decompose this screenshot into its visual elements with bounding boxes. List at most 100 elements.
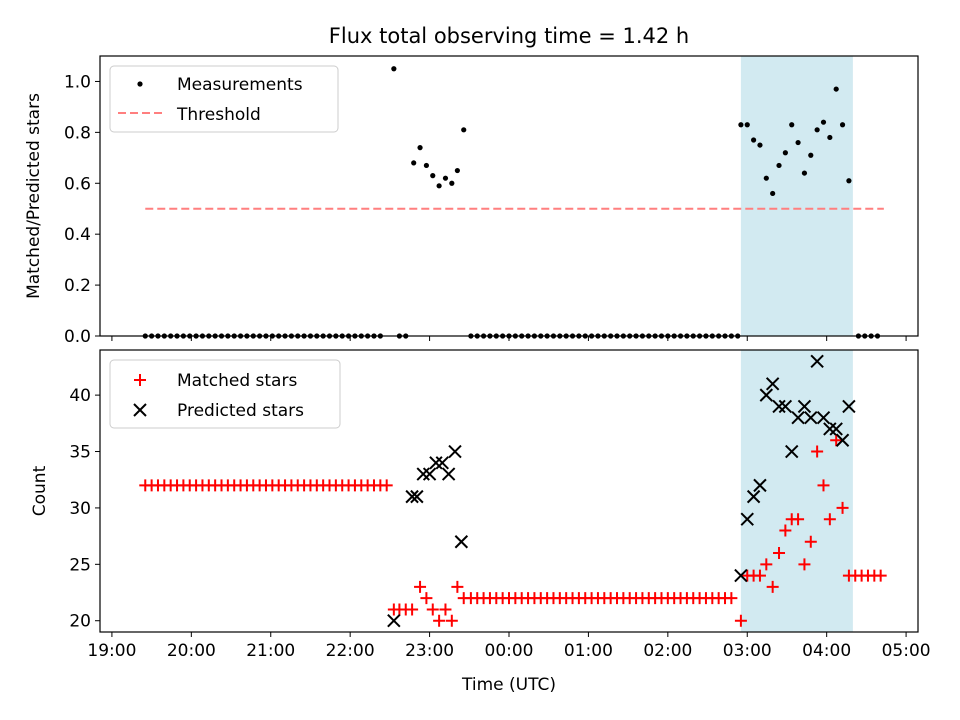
y-tick-label: 0.0 bbox=[64, 327, 91, 347]
measurement-point bbox=[417, 145, 423, 151]
predicted-star-point bbox=[765, 377, 780, 391]
predicted-star-point bbox=[810, 354, 824, 368]
x-tick-label: 05:00 bbox=[882, 641, 931, 661]
legend-box-count bbox=[109, 359, 341, 429]
x-tick-label: 01:00 bbox=[564, 641, 613, 661]
x-axis-label: Time (UTC) bbox=[461, 675, 556, 695]
predicted-star-point bbox=[746, 489, 761, 504]
matched-star-point bbox=[804, 535, 817, 548]
predicted-star-point bbox=[816, 410, 831, 425]
panel-count-frame bbox=[99, 349, 919, 633]
panel-ratio-legend: Measurements Threshold bbox=[109, 65, 339, 133]
predicted-star-point bbox=[454, 535, 469, 549]
predicted-star-point bbox=[791, 410, 805, 425]
panel-count-ylabel: Count bbox=[30, 465, 50, 516]
predicted-star-point bbox=[734, 568, 748, 583]
measurement-point bbox=[744, 122, 750, 128]
measurement-point bbox=[757, 142, 763, 148]
x-tick-label: 02:00 bbox=[643, 641, 692, 661]
panel-ratio-shaded-span bbox=[740, 56, 853, 336]
predicted-star-point bbox=[410, 489, 424, 504]
predicted-star-point bbox=[778, 399, 793, 414]
matched-star-point bbox=[830, 434, 843, 447]
panel-count-ticks: 19:00 20:00 21:00 22:00 23:00 00:00 01:00 02:00… bbox=[69, 386, 930, 661]
x-tick-label: 03:00 bbox=[723, 641, 772, 661]
legend-label-matched: Matched stars bbox=[177, 371, 297, 391]
matched-star-point bbox=[766, 580, 779, 593]
predicted-star-point bbox=[772, 399, 786, 414]
matched-star-point bbox=[420, 592, 433, 605]
predicted-star-point bbox=[829, 422, 843, 436]
matched-star-point bbox=[734, 614, 747, 627]
predicted-star-point bbox=[441, 467, 456, 481]
measurement-point bbox=[795, 139, 801, 146]
measurement-point bbox=[454, 167, 460, 174]
matched-star-point bbox=[439, 603, 452, 616]
matched-star-point bbox=[779, 524, 792, 537]
predicted-star-point bbox=[797, 399, 812, 414]
predicted-star-point bbox=[405, 489, 419, 504]
measurement-point bbox=[808, 152, 814, 158]
matched-star-point bbox=[414, 580, 427, 593]
predicted-star-point bbox=[835, 433, 850, 447]
predicted-star-point bbox=[785, 444, 799, 459]
panel-count-legend: Matched stars Predicted stars bbox=[109, 359, 341, 429]
matched-star-point bbox=[426, 603, 439, 616]
y-tick-label: 0.6 bbox=[64, 174, 91, 194]
legend-box-ratio bbox=[109, 65, 339, 133]
matched-star-point bbox=[792, 513, 805, 526]
legend-label-predicted: Predicted stars bbox=[177, 401, 304, 421]
measurement-point bbox=[430, 173, 436, 179]
predicted-star-point bbox=[422, 467, 437, 481]
measurement-point bbox=[461, 127, 467, 133]
matched-star-point bbox=[406, 603, 419, 616]
matched-star-point bbox=[451, 580, 464, 593]
predicted-star-point bbox=[753, 478, 767, 493]
y-tick-label: 20 bbox=[69, 612, 91, 632]
panel-ratio-ticks: 0.0 0.2 0.4 0.6 0.8 1.0 bbox=[64, 72, 907, 347]
legend-marker-measurements bbox=[137, 81, 143, 87]
y-tick-label: 40 bbox=[69, 386, 91, 406]
measurement-point bbox=[801, 170, 808, 176]
legend-label-threshold: Threshold bbox=[176, 105, 261, 125]
measurement-point bbox=[442, 175, 449, 181]
y-tick-label: 0.4 bbox=[64, 225, 91, 245]
panel-count-marks bbox=[139, 354, 887, 628]
measurement-point bbox=[763, 175, 769, 181]
measurement-point bbox=[814, 127, 820, 133]
measurement-point bbox=[833, 86, 839, 92]
measurement-point bbox=[782, 150, 788, 156]
matched-star-point bbox=[445, 614, 458, 627]
measurement-point bbox=[789, 122, 795, 128]
predicted-star-point bbox=[387, 614, 401, 628]
predicted-star-point bbox=[823, 422, 837, 436]
y-tick-label: 35 bbox=[69, 443, 91, 463]
predicted-star-point bbox=[429, 456, 443, 470]
panel-ratio-ylabel: Matched/Predicted stars bbox=[24, 93, 44, 299]
x-tick-label: 04:00 bbox=[802, 641, 851, 661]
measurement-point bbox=[751, 137, 757, 143]
x-tick-label: 21:00 bbox=[246, 641, 295, 661]
matched-star-point bbox=[817, 479, 830, 492]
matched-star-point bbox=[380, 479, 393, 492]
measurement-point bbox=[436, 183, 442, 189]
legend-marker-matched bbox=[134, 374, 146, 386]
y-tick-label: 0.8 bbox=[64, 123, 91, 143]
matched-star-point bbox=[811, 445, 824, 458]
predicted-star-point bbox=[842, 399, 856, 414]
matched-star-point bbox=[725, 592, 738, 605]
matched-star-point bbox=[823, 513, 836, 526]
panel-ratio-frame bbox=[99, 55, 919, 337]
predicted-star-point bbox=[435, 456, 449, 470]
x-tick-label: 20:00 bbox=[167, 641, 216, 661]
y-tick-label: 25 bbox=[69, 555, 91, 575]
measurement-point bbox=[776, 162, 782, 169]
legend-label-measurements: Measurements bbox=[177, 75, 303, 95]
measurement-point bbox=[391, 66, 397, 72]
x-tick-label: 19:00 bbox=[87, 641, 136, 661]
predicted-star-point bbox=[759, 388, 774, 402]
predicted-star-point bbox=[740, 512, 754, 526]
y-tick-label: 30 bbox=[69, 499, 91, 519]
x-tick-label: 22:00 bbox=[326, 641, 375, 661]
